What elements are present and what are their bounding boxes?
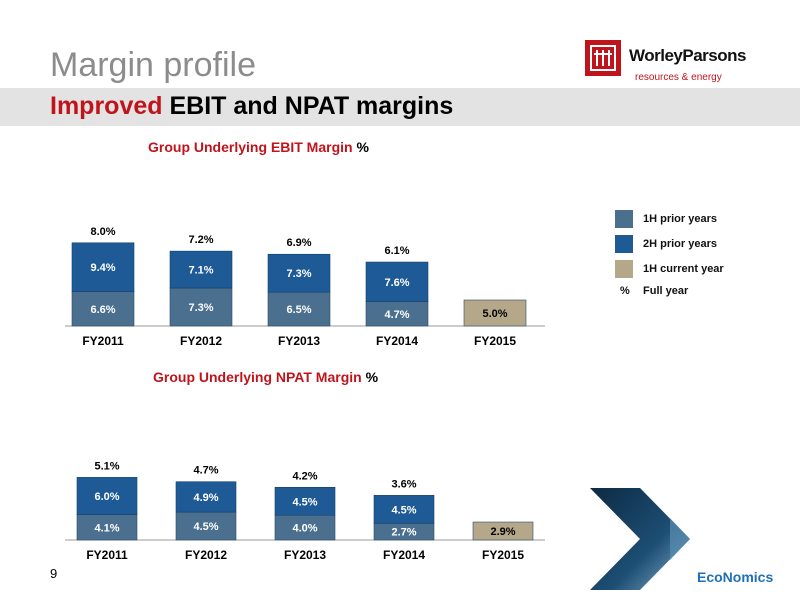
bar-2h xyxy=(267,253,331,293)
ebit-chart-title-text: Group Underlying EBIT Margin xyxy=(148,139,353,155)
data-label-2h: 7.3% xyxy=(286,268,311,280)
bar-1h xyxy=(71,291,135,327)
data-label-1h: 4.0% xyxy=(292,523,317,535)
econ-brand: EcoNomics xyxy=(697,569,774,585)
x-tick-label: FY2011 xyxy=(82,334,124,348)
company-logo: WorleyParsons resources & energy xyxy=(585,40,785,88)
x-tick-label: FY2013 xyxy=(278,334,320,348)
data-label-2h: 4.5% xyxy=(292,496,317,508)
subtitle-rest: EBIT and NPAT margins xyxy=(162,92,454,120)
npat-chart-title-text: Group Underlying NPAT Margin xyxy=(153,369,362,385)
data-label-2h: 9.4% xyxy=(90,262,115,274)
data-label-1h: 2.9% xyxy=(490,526,515,538)
bar-1h xyxy=(463,299,527,327)
bar-1h xyxy=(175,511,237,541)
legend-label: 1H current year xyxy=(643,263,724,275)
data-label-full-year: 7.2% xyxy=(188,234,213,246)
data-label-full-year: 6.1% xyxy=(384,245,409,257)
legend-swatch xyxy=(615,235,633,253)
slide-subtitle: Improved EBIT and NPAT margins xyxy=(50,92,453,121)
bar-2h xyxy=(365,261,429,302)
bar-2h xyxy=(373,495,435,524)
legend-label: Full year xyxy=(643,285,689,297)
bar-1h xyxy=(472,521,534,541)
subtitle-band xyxy=(0,88,800,126)
x-tick-label: FY2011 xyxy=(86,548,128,562)
logo-mark-icon xyxy=(585,40,621,76)
legend-label: 2H prior years xyxy=(643,238,717,250)
data-label-1h: 4.5% xyxy=(193,521,218,533)
data-label-2h: 7.1% xyxy=(188,265,213,277)
data-label-1h: 4.7% xyxy=(384,309,409,321)
x-tick-label: FY2014 xyxy=(376,334,418,348)
x-tick-label: FY2014 xyxy=(383,548,425,562)
bar-2h xyxy=(175,481,237,513)
bar-2h xyxy=(274,487,336,516)
data-label-full-year: 4.2% xyxy=(292,470,317,482)
subtitle-accent: Improved xyxy=(50,92,163,120)
data-label-1h: 7.3% xyxy=(188,302,213,314)
data-label-full-year: 3.6% xyxy=(391,478,416,490)
data-label-full-year: 4.7% xyxy=(193,465,218,477)
slide-title: Margin profile xyxy=(50,46,256,84)
x-tick-label: FY2015 xyxy=(482,548,524,562)
data-label-1h: 6.5% xyxy=(286,304,311,316)
npat-chart-title-unit: % xyxy=(365,369,379,385)
legend-full-year-symbol: % xyxy=(620,285,630,297)
x-tick-label: FY2015 xyxy=(474,334,516,348)
data-label-1h: 4.1% xyxy=(94,522,119,534)
data-label-2h: 7.6% xyxy=(384,277,409,289)
logo-name: WorleyParsons xyxy=(629,46,746,65)
x-tick-label: FY2013 xyxy=(284,548,326,562)
data-label-2h: 6.0% xyxy=(94,491,119,503)
page-number: 9 xyxy=(50,566,58,581)
legend-swatch xyxy=(615,210,633,228)
chart-legend: 1H prior years 2H prior years 1H current… xyxy=(615,210,785,310)
ebit-chart-title: Group Underlying EBIT Margin % xyxy=(148,139,369,155)
data-label-full-year: 8.0% xyxy=(90,226,115,238)
x-tick-label: FY2012 xyxy=(180,334,222,348)
ebit-chart-title-unit: % xyxy=(356,139,369,155)
data-label-2h: 4.9% xyxy=(193,492,218,504)
data-label-1h: 6.6% xyxy=(90,304,115,316)
legend-swatch xyxy=(615,260,633,278)
data-label-full-year: 6.9% xyxy=(286,237,311,249)
bar-2h xyxy=(76,477,138,515)
data-label-1h: 5.0% xyxy=(482,308,507,320)
data-label-1h: 2.7% xyxy=(391,527,416,539)
x-tick-label: FY2012 xyxy=(185,548,227,562)
bar-2h xyxy=(169,250,233,289)
bar-1h xyxy=(76,514,138,541)
legend-label: 1H prior years xyxy=(643,213,717,225)
bar-1h xyxy=(274,514,336,541)
data-label-2h: 4.5% xyxy=(391,504,416,516)
bar-2h xyxy=(71,242,135,292)
npat-margin-chart: 4.1% 6.0% 5.1% FY2011 4.5% 4.9% 4.7% FY2012 4.0%… xyxy=(65,460,545,562)
decorative-chevron-graphic xyxy=(590,488,690,590)
bar-1h xyxy=(365,301,429,327)
ebit-margin-chart: 6.6% 9.4% 8.0% FY2011 7.3% 7.1% 7.2% FY2012 6.5%… xyxy=(65,226,545,348)
data-label-full-year: 5.1% xyxy=(94,460,119,472)
npat-chart-title: Group Underlying NPAT Margin % xyxy=(153,369,378,385)
logo-tagline: resources & energy xyxy=(635,72,722,83)
